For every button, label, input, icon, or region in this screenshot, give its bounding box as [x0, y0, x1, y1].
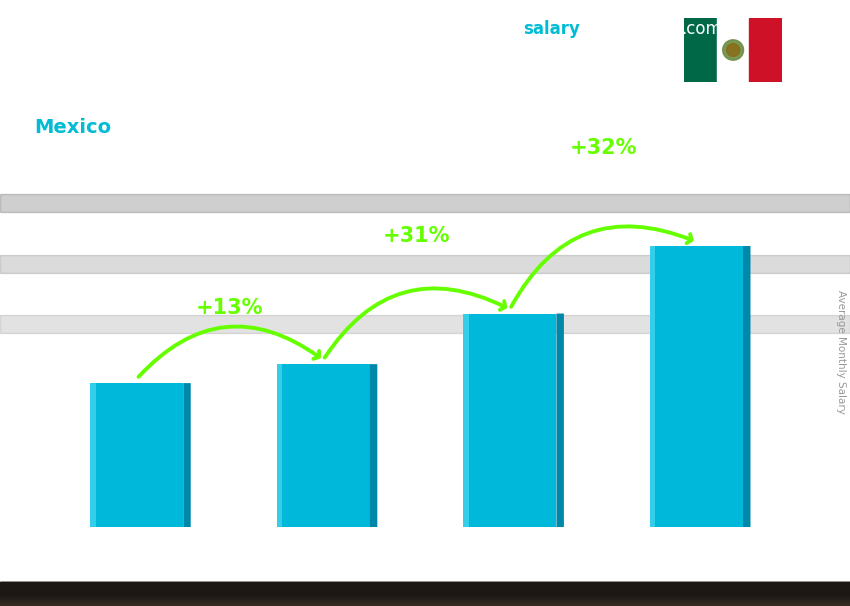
Bar [0, 585, 850, 598]
FancyBboxPatch shape [90, 383, 184, 527]
Text: +32%: +32% [570, 138, 637, 158]
Bar [0, 590, 850, 602]
Text: .com: .com [681, 20, 722, 38]
Bar [0, 585, 850, 597]
Text: salary: salary [523, 20, 580, 38]
Bar [684, 18, 717, 82]
Bar [0, 589, 850, 601]
Bar [0, 585, 850, 598]
Bar [0, 587, 850, 599]
Bar [0, 590, 850, 602]
Text: 23,200 MXN: 23,200 MXN [295, 344, 376, 357]
FancyBboxPatch shape [463, 313, 557, 527]
Bar [0, 594, 850, 606]
Bar [0, 585, 850, 597]
Bar [0, 593, 850, 605]
Bar [717, 18, 750, 82]
Text: +13%: +13% [196, 298, 264, 318]
Bar [0, 590, 850, 602]
Bar [750, 18, 782, 82]
Bar [0, 588, 850, 600]
Bar [0, 591, 850, 604]
Bar [0, 584, 850, 596]
Bar [0, 584, 850, 596]
Bar [0, 587, 850, 599]
Bar [0, 255, 850, 273]
Bar [0, 585, 850, 598]
Bar [0, 586, 850, 598]
Bar [0, 582, 850, 594]
Bar [0, 588, 850, 600]
FancyBboxPatch shape [463, 313, 468, 527]
Bar [0, 584, 850, 596]
Text: 30,400 MXN: 30,400 MXN [501, 292, 581, 305]
Bar [0, 588, 850, 601]
Bar [0, 593, 850, 605]
Text: Salary Comparison By Education: Salary Comparison By Education [34, 21, 567, 49]
Text: Mexico: Mexico [34, 118, 111, 137]
Polygon shape [370, 364, 377, 527]
Bar [0, 583, 850, 595]
Polygon shape [184, 383, 190, 527]
FancyBboxPatch shape [276, 364, 370, 527]
Text: Average Monthly Salary: Average Monthly Salary [836, 290, 846, 413]
Bar [0, 582, 850, 594]
Bar [0, 591, 850, 603]
Bar [0, 589, 850, 601]
Bar [0, 593, 850, 605]
Bar [0, 588, 850, 601]
Polygon shape [743, 246, 751, 527]
Bar [0, 584, 850, 596]
Bar [0, 591, 850, 604]
Text: explorer: explorer [598, 20, 677, 38]
Bar [0, 591, 850, 604]
Bar [0, 588, 850, 600]
Bar [0, 593, 850, 605]
FancyBboxPatch shape [90, 383, 95, 527]
Bar [0, 587, 850, 599]
Bar [0, 589, 850, 601]
Text: 20,500 MXN: 20,500 MXN [84, 362, 165, 375]
Bar [0, 592, 850, 604]
Bar [0, 584, 850, 596]
FancyBboxPatch shape [649, 246, 743, 527]
Bar [0, 592, 850, 604]
Bar [0, 194, 850, 212]
Bar [0, 590, 850, 602]
Polygon shape [557, 313, 564, 527]
Circle shape [727, 44, 740, 56]
Text: 40,000 MXN: 40,000 MXN [696, 225, 777, 238]
Text: +31%: +31% [382, 226, 450, 246]
Text: Procurement Engineer: Procurement Engineer [34, 76, 252, 95]
Bar [0, 583, 850, 595]
Bar [0, 587, 850, 599]
Bar [0, 587, 850, 599]
Bar [0, 315, 850, 333]
Circle shape [722, 40, 744, 60]
Bar [0, 586, 850, 598]
Bar [0, 590, 850, 602]
Bar [0, 582, 850, 594]
FancyBboxPatch shape [276, 364, 282, 527]
Bar [0, 583, 850, 595]
FancyBboxPatch shape [649, 246, 655, 527]
Bar [0, 591, 850, 603]
Bar [0, 594, 850, 606]
Bar [0, 593, 850, 605]
